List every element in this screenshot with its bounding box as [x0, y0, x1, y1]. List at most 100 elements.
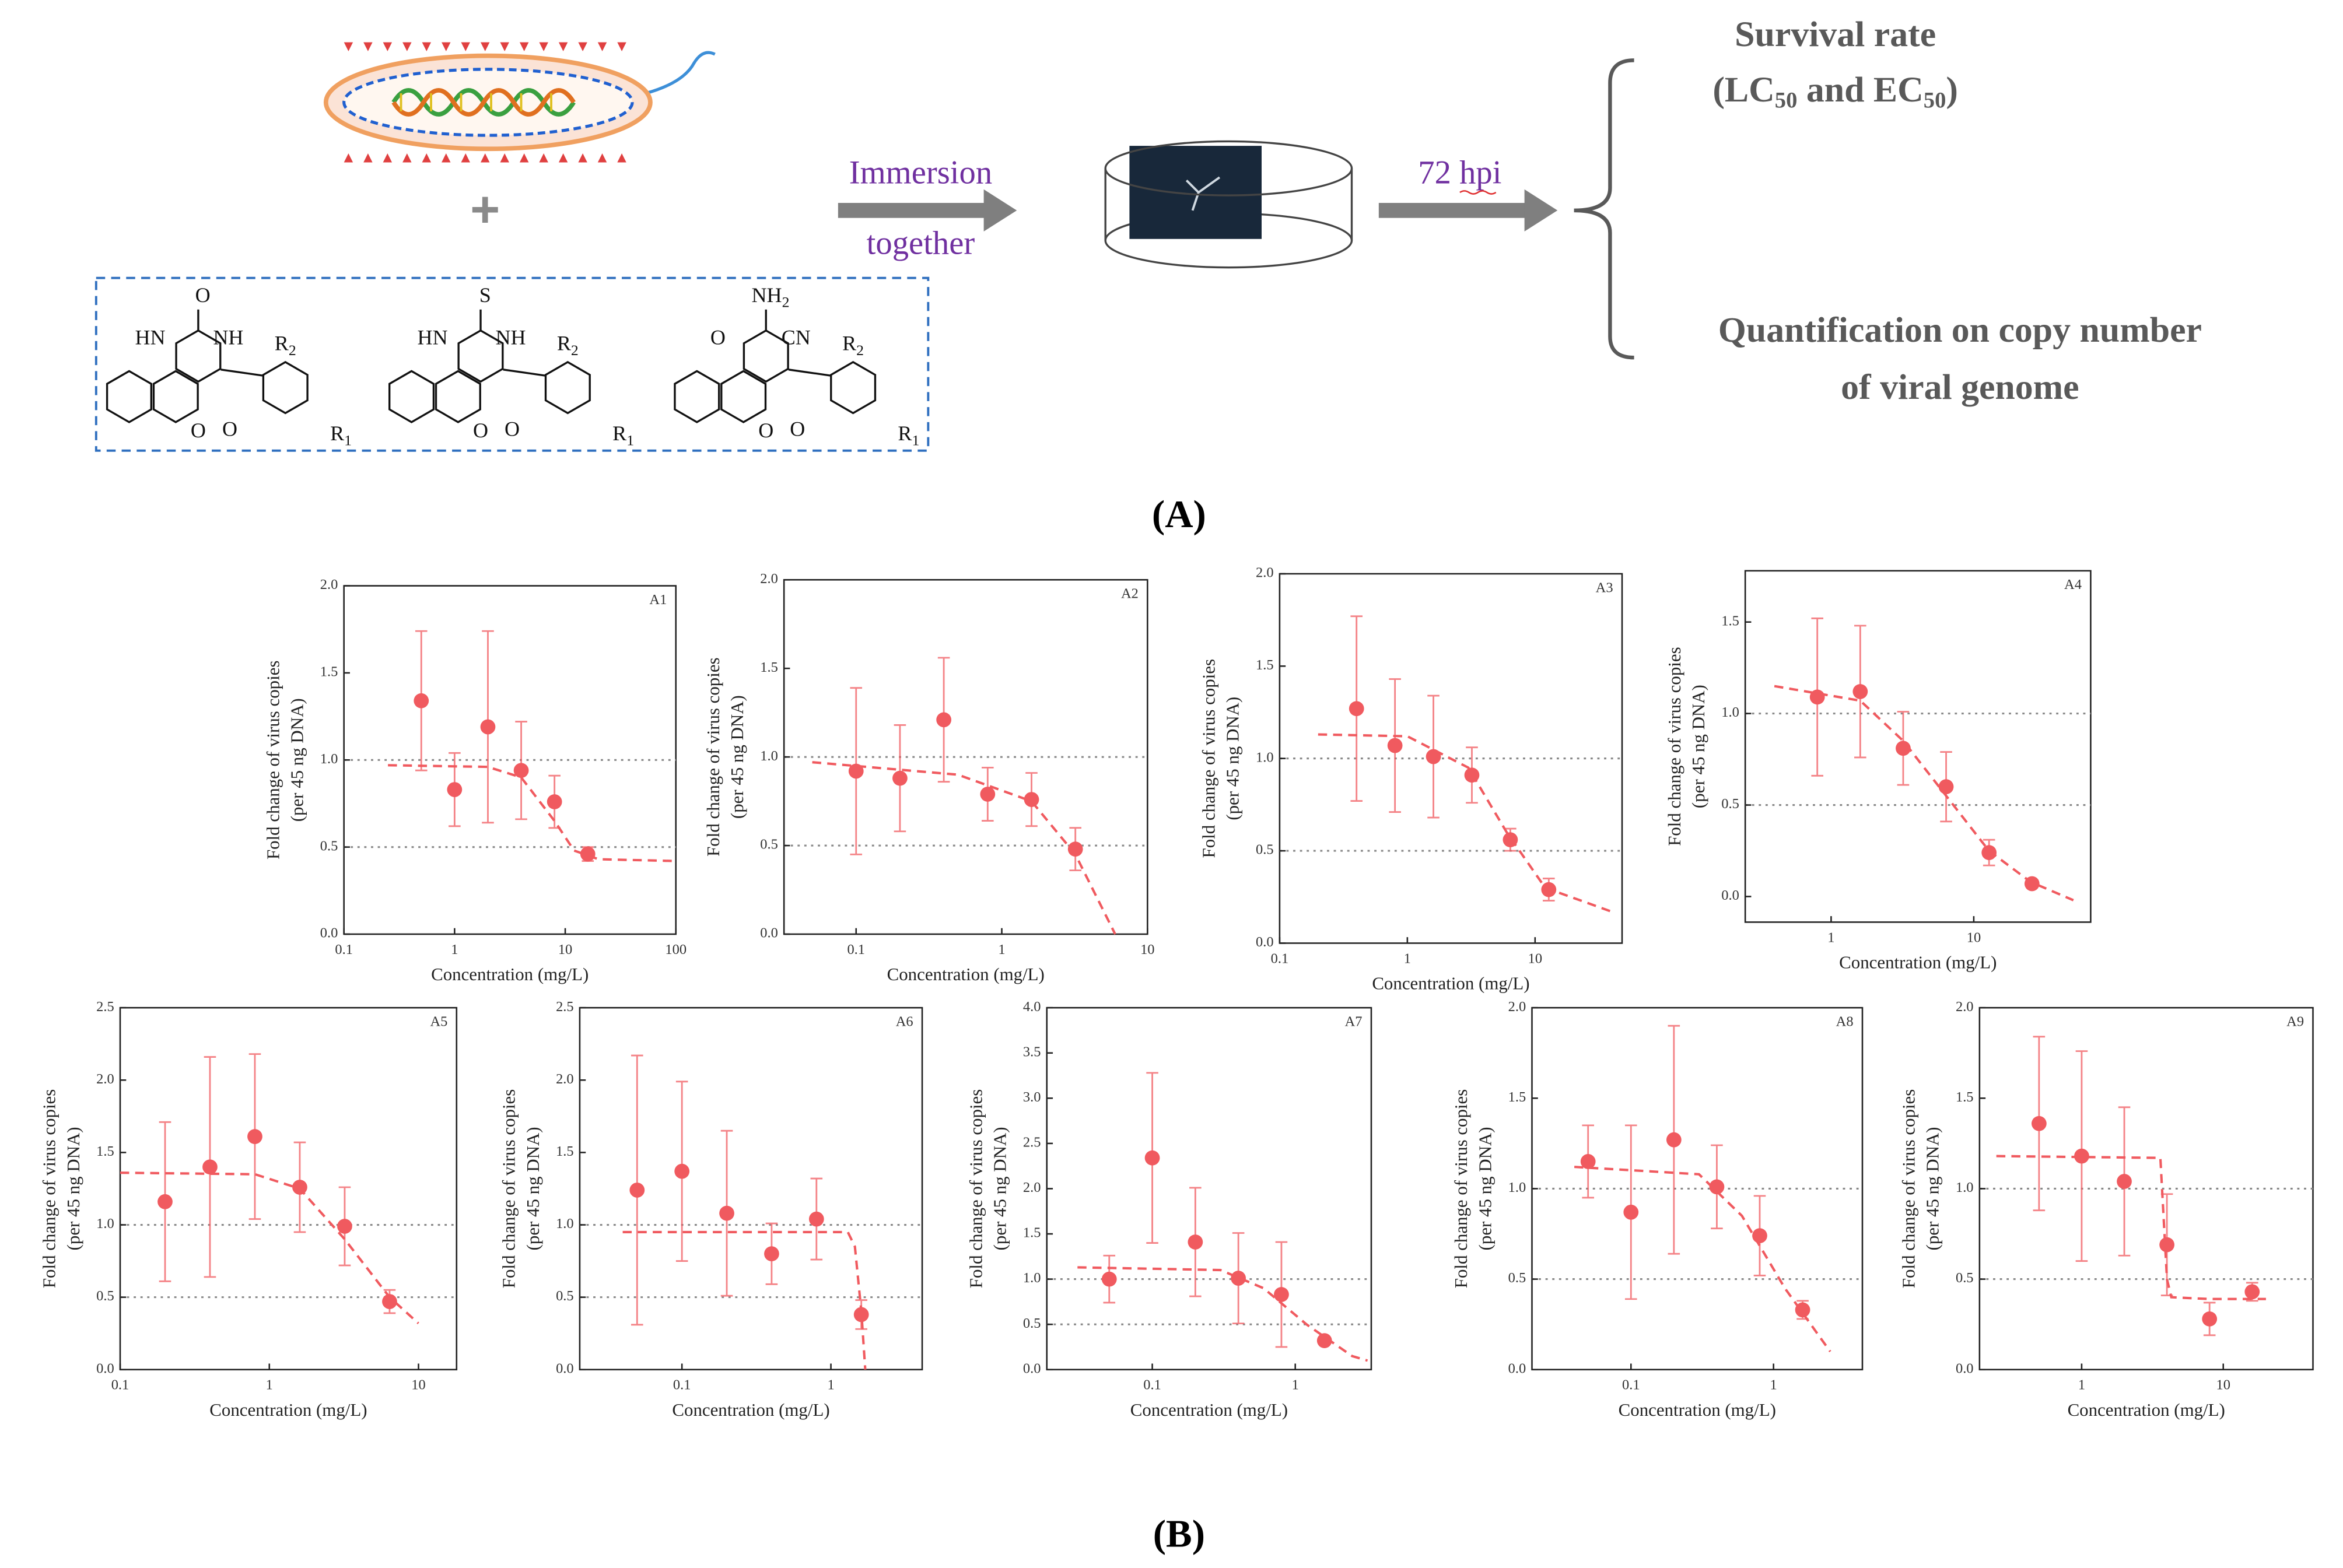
data-point	[1896, 741, 1911, 756]
fit-curve	[1077, 1266, 1368, 1362]
ring	[152, 370, 199, 423]
y-tick-label: 2.0	[96, 1071, 114, 1087]
petri-dish	[1104, 140, 1353, 269]
y-axis-label: (per 45 ng DNA)	[1922, 1127, 1943, 1251]
y-tick-label: 1.5	[556, 1143, 574, 1159]
y-tick-label: 1.0	[1023, 1270, 1041, 1286]
data-point	[1666, 1132, 1682, 1148]
x-axis-label: Concentration (mg/L)	[1130, 1399, 1288, 1420]
spike	[383, 153, 393, 163]
y-tick-label: 1.0	[1956, 1180, 1974, 1195]
data-point	[2117, 1174, 2132, 1189]
text-part: )	[1946, 70, 1958, 110]
data-point	[547, 794, 562, 809]
x-tick-label: 1	[2078, 1377, 2085, 1393]
x-tick-label: 1	[1827, 929, 1834, 945]
data-point	[1024, 792, 1039, 807]
y-tick-label: 0.5	[1023, 1316, 1041, 1331]
y-axis-label: Fold change of virus copies	[1664, 647, 1684, 846]
y-tick-label: 0.5	[1956, 1270, 1974, 1286]
step-label: together	[867, 226, 975, 262]
y-tick-label: 2.0	[1956, 999, 1974, 1015]
y-axis-label: (per 45 ng DNA)	[63, 1127, 83, 1251]
spike	[617, 42, 626, 51]
y-tick-label: 2.0	[1023, 1180, 1041, 1195]
spike	[402, 153, 412, 163]
plus-sign: +	[470, 181, 500, 238]
panel-label: (A)	[1152, 493, 1206, 536]
data-point	[1387, 738, 1403, 753]
data-point	[853, 1307, 869, 1323]
y-tick-label: 1.5	[320, 664, 338, 680]
data-point	[808, 1211, 824, 1227]
data-point	[1067, 841, 1083, 857]
y-tick-label: 0.0	[1721, 888, 1739, 903]
subscript: 50	[1775, 88, 1798, 113]
panel-label: A5	[430, 1014, 447, 1030]
spike	[558, 153, 568, 163]
x-tick-label: 1	[827, 1377, 834, 1393]
spike	[539, 42, 548, 51]
ring	[743, 329, 789, 383]
data-point	[2202, 1311, 2218, 1327]
x-tick-label: 0.1	[847, 942, 865, 957]
bond	[788, 369, 831, 377]
fit-curve	[1574, 1166, 1831, 1353]
y-tick-label: 0.5	[96, 1288, 114, 1304]
y-tick-label: 1.0	[96, 1216, 114, 1232]
panel-label: A3	[1596, 580, 1613, 595]
fit-curve	[812, 761, 1116, 935]
atom-label: HN	[135, 326, 165, 349]
data-point	[1274, 1287, 1289, 1302]
data-point	[1426, 749, 1441, 764]
atom-subscript: 2	[289, 342, 296, 359]
atom-label: NH2	[751, 283, 789, 310]
plot-frame	[579, 1006, 923, 1371]
y-tick-label: 0.0	[556, 1360, 574, 1376]
spike	[442, 42, 451, 51]
panel-label: A9	[2286, 1014, 2304, 1030]
plot-frame	[1279, 573, 1623, 944]
data-point	[1809, 689, 1825, 705]
y-tick-label: 0.0	[1023, 1360, 1041, 1376]
y-axis-label: (per 45 ng DNA)	[1223, 697, 1243, 820]
x-axis-label: Concentration (mg/L)	[1839, 952, 1997, 973]
data-point	[848, 763, 864, 779]
data-point	[719, 1205, 734, 1221]
x-axis-label: Concentration (mg/L)	[1619, 1399, 1776, 1420]
atom-label: NH	[495, 326, 526, 349]
ring	[830, 360, 877, 415]
data-point	[480, 719, 496, 735]
atom-subscript: 1	[344, 432, 352, 448]
outcome-label: (LC50 and EC50)	[1712, 70, 1958, 113]
atom-label: R1	[330, 422, 352, 448]
atom-label: O	[195, 283, 211, 307]
data-point	[1623, 1204, 1639, 1220]
y-tick-label: 0.5	[320, 838, 338, 854]
atom-label: S	[479, 283, 491, 307]
atom-label: HN	[418, 326, 448, 349]
atom-label: R2	[275, 332, 296, 359]
data-point	[1349, 701, 1364, 717]
x-tick-label: 0.1	[1622, 1377, 1640, 1393]
atom-label: O	[758, 419, 773, 442]
spike	[344, 153, 353, 163]
y-tick-label: 1.5	[1023, 1225, 1041, 1241]
atom-label: O	[191, 419, 206, 442]
y-tick-label: 2.0	[320, 577, 338, 592]
y-tick-label: 1.0	[1508, 1180, 1526, 1195]
y-axis-label: Fold change of virus copies	[1898, 1089, 1918, 1288]
spike	[519, 153, 529, 163]
atom-label: CN	[782, 326, 811, 349]
fit-curve	[120, 1171, 419, 1324]
x-tick-label: 0.1	[1143, 1377, 1161, 1393]
panel-label: A8	[1836, 1014, 1854, 1030]
x-tick-label: 10	[2216, 1377, 2230, 1393]
atom-subscript: 2	[782, 293, 790, 310]
data-point	[980, 787, 996, 802]
outcome-label: Quantification on copy number	[1718, 310, 2202, 350]
spike	[481, 153, 490, 163]
compound-box	[94, 276, 930, 452]
